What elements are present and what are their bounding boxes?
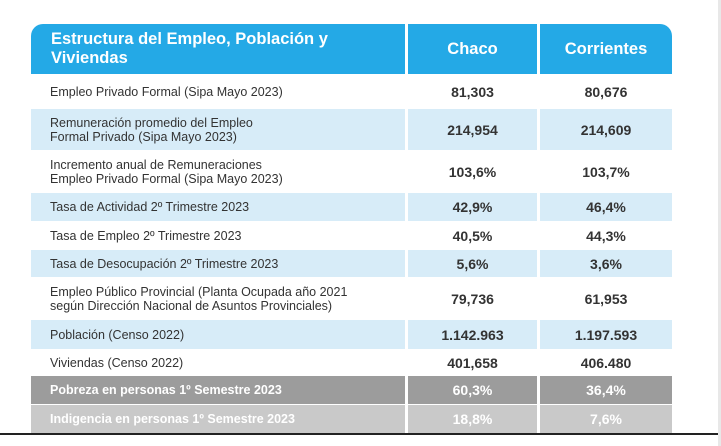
chaco-value: 214,954 [405,109,537,150]
row-label: Empleo Privado Formal (Sipa Mayo 2023) [50,84,283,99]
corrientes-value: 7,6% [537,405,672,433]
header-chaco: Chaco [405,24,537,74]
employment-population-table: Estructura del Empleo, Población y Vivie… [31,24,672,433]
row-label: Remuneración promedio del Empleo Formal P… [50,115,253,144]
chaco-value: 60,3% [405,376,537,404]
corrientes-value: 44,3% [537,222,672,249]
corrientes-value: 46,4% [537,193,672,221]
indigence-row: Indigencia en personas 1º Semestre 2023 … [31,404,672,433]
chaco-value: 42,9% [405,193,537,221]
bottom-divider [0,433,721,435]
chaco-value: 401,658 [405,350,537,375]
row-label: Viviendas (Censo 2022) [50,355,184,370]
corrientes-value: 80,676 [537,75,672,108]
header-indicator: Estructura del Empleo, Población y Vivie… [51,30,328,67]
chaco-value: 81,303 [405,75,537,108]
table-row: Tasa de Empleo 2º Trimestre 2023 40,5% 4… [31,221,672,249]
corrientes-value: 36,4% [537,376,672,404]
row-label: Tasa de Desocupación 2º Trimestre 2023 [50,256,279,271]
corrientes-value: 1.197.593 [537,320,672,349]
chaco-value: 79,736 [405,278,537,319]
corrientes-value: 103,7% [537,151,672,192]
table-row: Empleo Público Provincial (Planta Ocupad… [31,277,672,319]
row-label: Tasa de Empleo 2º Trimestre 2023 [50,228,242,243]
table-row: Remuneración promedio del Empleo Formal P… [31,108,672,150]
poverty-row: Pobreza en personas 1º Semestre 2023 60,… [31,375,672,404]
row-label: Población (Censo 2022) [50,327,185,342]
row-label: Incremento anual de Remuneraciones Empleo… [50,157,283,186]
table-row: Población (Censo 2022) 1.142.963 1.197.5… [31,319,672,349]
right-edge [718,0,721,446]
row-label: Pobreza en personas 1º Semestre 2023 [50,383,282,397]
corrientes-value: 214,609 [537,109,672,150]
table-row: Empleo Privado Formal (Sipa Mayo 2023) 8… [31,74,672,108]
table-row: Tasa de Desocupación 2º Trimestre 2023 5… [31,249,672,277]
row-label: Indigencia en personas 1º Semestre 2023 [50,412,295,426]
header-corrientes: Corrientes [537,24,672,74]
corrientes-value: 3,6% [537,250,672,277]
table-row: Tasa de Actividad 2º Trimestre 2023 42,9… [31,192,672,221]
table-row: Viviendas (Censo 2022) 401,658 406.480 [31,349,672,375]
chaco-value: 18,8% [405,405,537,433]
table-header: Estructura del Empleo, Población y Vivie… [31,24,672,74]
row-label: Tasa de Actividad 2º Trimestre 2023 [50,200,250,214]
chaco-value: 40,5% [405,222,537,249]
table-row: Incremento anual de Remuneraciones Empleo… [31,150,672,192]
chaco-value: 1.142.963 [405,320,537,349]
chaco-value: 5,6% [405,250,537,277]
row-label: Empleo Público Provincial (Planta Ocupad… [50,284,348,313]
corrientes-value: 61,953 [537,278,672,319]
chaco-value: 103,6% [405,151,537,192]
corrientes-value: 406.480 [537,350,672,375]
